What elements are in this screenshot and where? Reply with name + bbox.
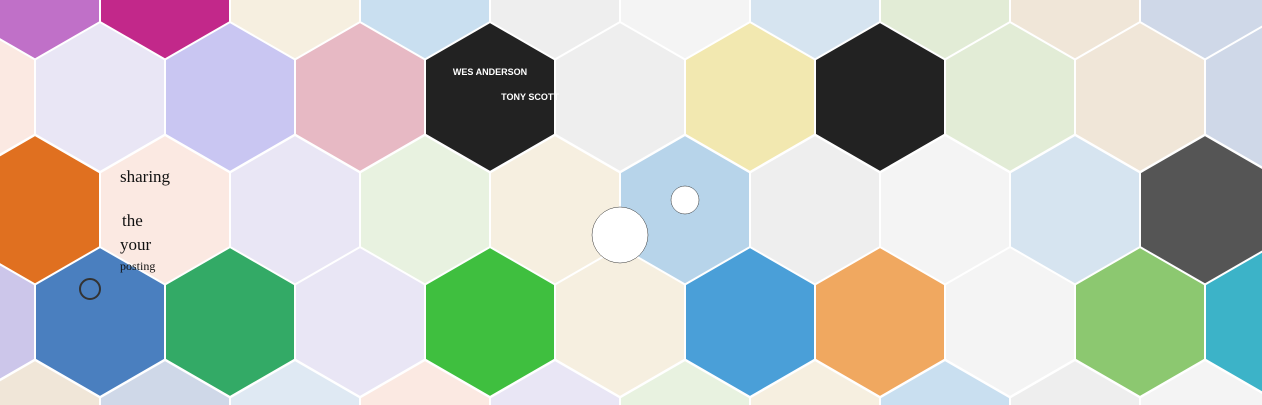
caption-word: sharing [120, 167, 171, 186]
caption-word: your [120, 235, 152, 254]
gallery-hex[interactable] [1139, 358, 1262, 405]
caption-word: posting [120, 259, 155, 273]
decoration [79, 278, 101, 300]
node-label: WES ANDERSON [453, 67, 527, 77]
gallery-hex[interactable] [1204, 22, 1262, 172]
node-label: TONY SCOTT [501, 92, 559, 102]
gallery-hex[interactable] [1204, 247, 1262, 397]
decoration [591, 206, 649, 264]
decoration [670, 185, 700, 215]
caption-word: the [122, 211, 143, 230]
